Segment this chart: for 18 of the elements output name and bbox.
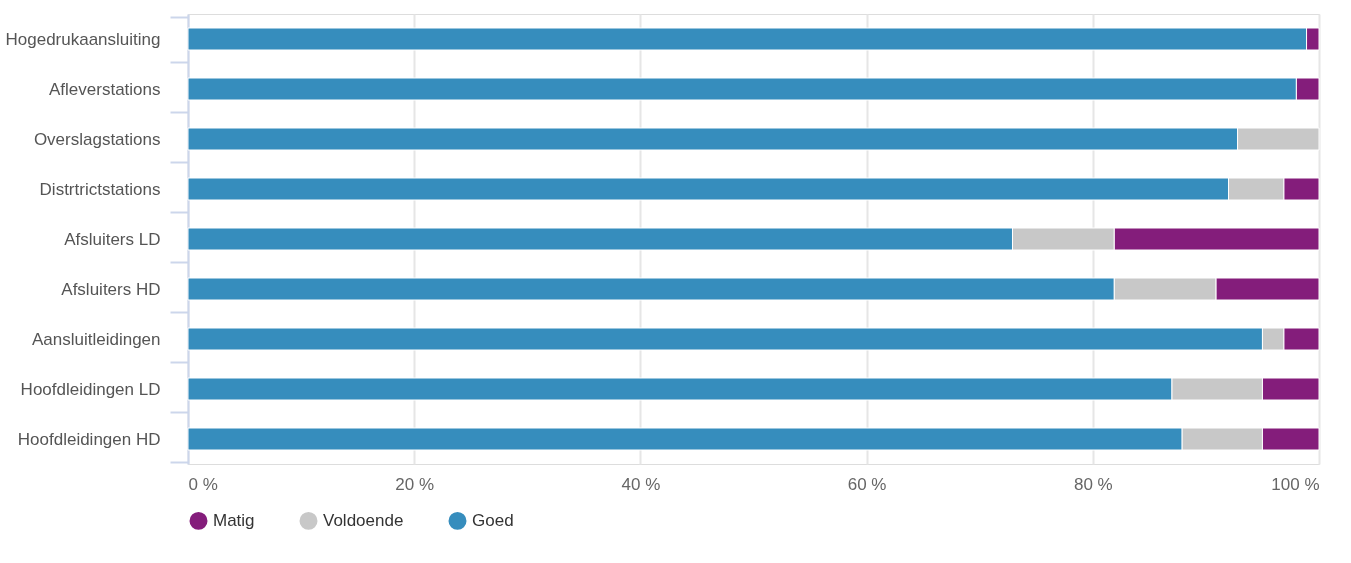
y-tick-label: Hoofdleidingen LD xyxy=(20,379,161,399)
x-tick-label: 80 % xyxy=(1073,474,1113,494)
legend-label: Goed xyxy=(472,510,514,530)
legend-label: Matig xyxy=(213,510,255,530)
y-tick-label: Aansluitleidingen xyxy=(31,329,161,349)
x-tick-label: 40 % xyxy=(621,474,661,494)
x-tick-label: 20 % xyxy=(395,474,435,494)
y-tick-label: Afsluiters HD xyxy=(61,279,161,299)
x-tick-label: 60 % xyxy=(847,474,887,494)
y-tick-label: Hoofdleidingen HD xyxy=(17,429,161,449)
y-tick-label: Overslagstations xyxy=(33,129,161,149)
legend-label: Voldoende xyxy=(323,510,404,530)
y-tick-label: Afleverstations xyxy=(49,79,161,99)
y-tick-label: Afsluiters LD xyxy=(64,229,161,249)
x-tick-label: 0 % xyxy=(188,474,218,494)
y-tick-label: Hogedrukaansluiting xyxy=(5,29,161,49)
y-tick-label: Distrtrictstations xyxy=(39,179,161,199)
x-tick-label: 100 % xyxy=(1271,474,1320,494)
